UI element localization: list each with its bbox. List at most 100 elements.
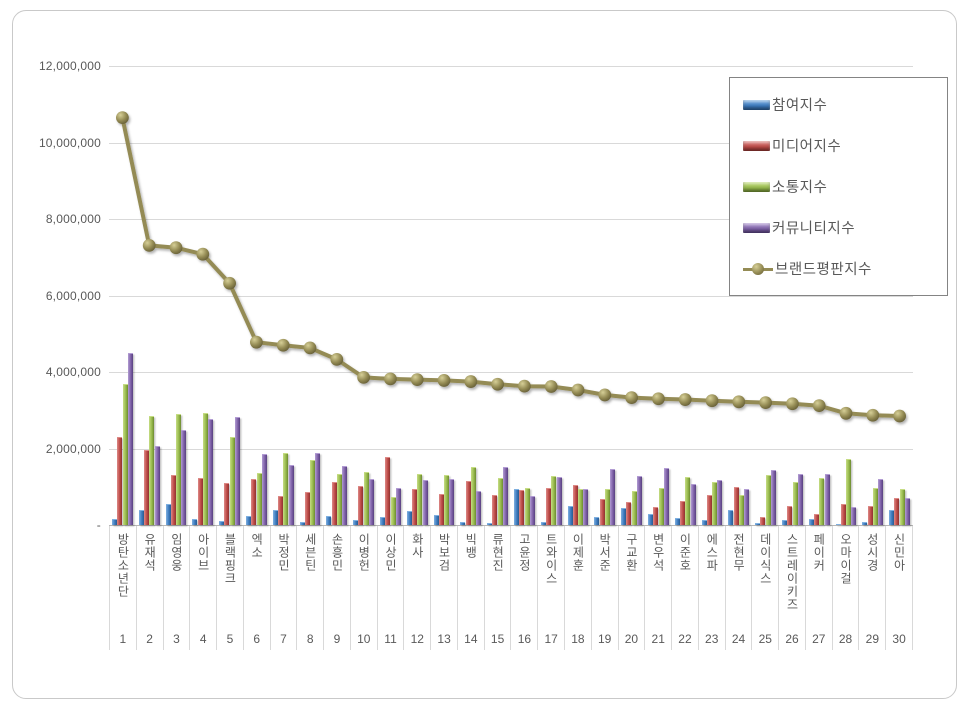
bar-참여지수-rank17 <box>540 521 546 525</box>
category-label: 박정민 <box>276 533 291 572</box>
line-marker-rank12 <box>410 373 424 387</box>
category-label: 빅뱅 <box>463 533 478 559</box>
bar-미디어지수-rank10 <box>358 486 364 525</box>
bar-참여지수-rank30 <box>889 509 895 525</box>
legend-item-brand-reputation: 브랜드평판지수 <box>743 258 947 279</box>
bar-커뮤니티지수-rank6 <box>261 454 267 525</box>
bar-참여지수-rank20 <box>621 508 627 525</box>
bar-참여지수-rank10 <box>353 520 359 525</box>
rank-label: 16 <box>517 632 532 646</box>
bar-미디어지수-rank21 <box>653 506 659 525</box>
bar-소통지수-rank2 <box>149 416 155 525</box>
bar-미디어지수-rank11 <box>385 456 391 525</box>
rank-label: 1 <box>119 632 127 646</box>
bar-참여지수-rank2 <box>138 510 144 525</box>
line-marker-rank27 <box>812 399 826 413</box>
line-marker-rank4 <box>196 247 210 261</box>
legend-line-swatch-icon <box>743 262 773 275</box>
legend: 참여지수 미디어지수 소통지수 커뮤니티지수 브랜드평판지수 <box>729 77 948 296</box>
category-column-rank26: 스트레이키즈 26 <box>778 526 805 650</box>
rank-label: 19 <box>597 632 612 646</box>
line-marker-rank23 <box>705 394 719 408</box>
category-label: 이제훈 <box>570 533 585 572</box>
category-label: 박서준 <box>597 533 612 572</box>
rank-label: 18 <box>571 632 585 646</box>
bar-미디어지수-rank16 <box>519 490 525 525</box>
bar-미디어지수-rank24 <box>733 487 739 525</box>
line-marker-rank6 <box>250 335 263 349</box>
rank-label: 6 <box>253 632 261 646</box>
bar-소통지수-rank21 <box>658 487 664 525</box>
category-label: 임영웅 <box>169 533 184 572</box>
bar-소통지수-rank22 <box>685 477 691 525</box>
bar-참여지수-rank26 <box>781 519 787 525</box>
bar-참여지수-rank18 <box>567 505 573 525</box>
category-label: 아이브 <box>196 533 211 572</box>
gridline-4000000 <box>109 372 913 373</box>
line-marker-rank3 <box>169 241 183 255</box>
brand-index-line-layer <box>116 111 906 423</box>
bar-커뮤니티지수-rank14 <box>476 490 482 525</box>
rank-label: 17 <box>544 632 558 646</box>
category-column-rank5: 블랙핑크 5 <box>216 526 243 650</box>
y-axis-label: 4,000,000 <box>45 365 101 379</box>
category-column-rank27: 페이커 27 <box>804 526 832 650</box>
bar-커뮤니티지수-rank18 <box>583 488 589 525</box>
bar-미디어지수-rank8 <box>304 492 310 525</box>
legend-label: 참여지수 <box>772 98 828 114</box>
category-column-rank7: 박정민 7 <box>269 526 297 650</box>
line-marker-rank29 <box>866 408 880 422</box>
bar-참여지수-rank16 <box>513 488 519 525</box>
bar-미디어지수-rank30 <box>894 498 900 525</box>
category-label: 손흥민 <box>330 533 344 572</box>
legend-item-community: 커뮤니티지수 <box>743 217 947 238</box>
rank-label: 20 <box>624 632 639 646</box>
category-label: 고윤정 <box>517 533 532 572</box>
category-label: 성시경 <box>865 533 880 572</box>
bar-커뮤니티지수-rank5 <box>235 416 240 525</box>
bar-미디어지수-rank27 <box>814 514 819 525</box>
bar-참여지수-rank3 <box>165 503 171 525</box>
line-marker-rank19 <box>598 388 612 402</box>
y-axis-label: 8,000,000 <box>45 212 101 226</box>
legend-item-participation: 참여지수 <box>743 94 947 115</box>
bar-커뮤니티지수-rank26 <box>797 473 803 525</box>
bar-커뮤니티지수-rank16 <box>529 495 535 525</box>
legend-label: 미디어지수 <box>772 139 842 155</box>
bar-소통지수-rank11 <box>390 496 396 525</box>
bar-미디어지수-rank19 <box>599 499 605 525</box>
bar-소통지수-rank25 <box>765 474 771 525</box>
category-column-rank28: 오마이걸 28 <box>831 526 859 650</box>
line-marker-rank2 <box>142 238 156 252</box>
bar-커뮤니티지수-rank24 <box>744 489 750 525</box>
legend-bar-swatch-icon <box>743 181 770 192</box>
bar-소통지수-rank18 <box>578 488 584 525</box>
category-label: 이준호 <box>677 533 692 572</box>
legend-label: 커뮤니티지수 <box>772 221 856 237</box>
bar-참여지수-rank11 <box>379 516 385 525</box>
bar-미디어지수-rank13 <box>438 493 444 525</box>
bar-소통지수-rank9 <box>336 473 342 525</box>
category-label: 박보검 <box>437 533 452 572</box>
y-axis: 12,000,000 10,000,000 8,000,000 6,000,000 4,… <box>13 11 101 532</box>
bar-소통지수-rank1 <box>122 384 128 525</box>
bar-소통지수-rank29 <box>872 487 878 525</box>
bar-커뮤니티지수-rank28 <box>851 507 857 525</box>
category-label: 데이식스 <box>758 533 773 585</box>
bar-참여지수-rank14 <box>460 521 466 525</box>
bar-참여지수-rank24 <box>728 510 734 525</box>
bar-소통지수-rank6 <box>256 473 262 525</box>
rank-label: 9 <box>333 632 341 646</box>
bar-소통지수-rank12 <box>417 473 423 525</box>
rank-label: 15 <box>490 632 505 646</box>
y-axis-label: - <box>96 518 101 532</box>
bar-커뮤니티지수-rank19 <box>610 468 616 525</box>
line-marker-rank20 <box>625 391 638 405</box>
category-label: 변우석 <box>651 533 666 572</box>
gridline-2000000 <box>109 448 913 450</box>
rank-label: 5 <box>226 632 234 646</box>
rank-label: 28 <box>838 632 853 646</box>
bar-커뮤니티지수-rank29 <box>878 479 884 525</box>
bar-참여지수-rank6 <box>245 515 251 525</box>
category-label: 구교환 <box>624 533 639 572</box>
